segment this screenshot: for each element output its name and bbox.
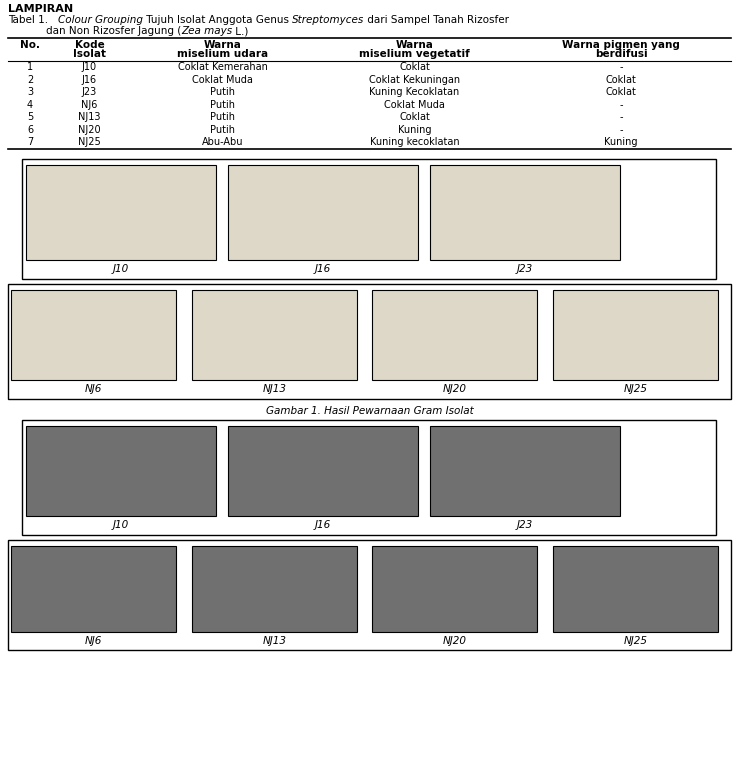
Text: -: - [619,112,623,122]
Text: Coklat Kekuningan: Coklat Kekuningan [369,75,460,84]
Text: Kuning: Kuning [398,125,432,135]
Bar [192,546,357,632]
Text: J10: J10 [113,519,129,529]
Text: NJ6: NJ6 [85,635,102,646]
Bar [228,165,418,259]
Text: J10: J10 [82,62,97,72]
Text: Kuning kecoklatan: Kuning kecoklatan [370,137,460,147]
Text: Kuning Kecoklatan: Kuning Kecoklatan [370,87,460,98]
Text: No.: No. [20,40,40,50]
Text: -: - [619,125,623,135]
Text: Warna: Warna [203,40,242,50]
Bar [8,539,731,649]
Text: -: - [619,100,623,110]
Text: miselium vegetatif: miselium vegetatif [359,49,470,59]
Text: Abu-Abu: Abu-Abu [202,137,243,147]
Bar [372,289,537,379]
Text: Isolat: Isolat [73,49,106,59]
Bar [11,289,176,379]
Bar [22,420,716,535]
Text: NJ25: NJ25 [624,383,647,393]
Text: miselium udara: miselium udara [177,49,268,59]
Text: NJ6: NJ6 [81,100,98,110]
Bar [192,289,357,379]
Text: Zea mays: Zea mays [181,26,232,36]
Text: J10: J10 [113,263,129,273]
Bar [26,165,216,259]
Text: NJ13: NJ13 [262,383,287,393]
Bar [372,546,537,632]
Text: 3: 3 [27,87,33,98]
Text: Coklat Kemerahan: Coklat Kemerahan [177,62,268,72]
Text: Tabel 1.: Tabel 1. [8,15,58,25]
Text: NJ6: NJ6 [85,383,102,393]
Bar [430,165,620,259]
Text: Kuning: Kuning [605,137,638,147]
Text: Coklat: Coklat [399,62,430,72]
Bar [22,159,716,279]
Text: 6: 6 [27,125,33,135]
Text: NJ13: NJ13 [78,112,101,122]
Text: Coklat: Coklat [399,112,430,122]
Text: berdifusi: berdifusi [595,49,647,59]
Text: NJ20: NJ20 [443,635,466,646]
Bar [26,426,216,515]
Text: J16: J16 [315,519,331,529]
Bar [11,546,176,632]
Text: dan Non Rizosfer Jagung (: dan Non Rizosfer Jagung ( [46,26,181,36]
Text: Coklat Muda: Coklat Muda [384,100,445,110]
Bar [228,426,418,515]
Text: dari Sampel Tanah Rizosfer: dari Sampel Tanah Rizosfer [364,15,509,25]
Text: Tujuh Isolat Anggota Genus: Tujuh Isolat Anggota Genus [143,15,292,25]
Text: NJ13: NJ13 [262,635,287,646]
Bar [8,283,731,399]
Text: Putih: Putih [210,87,235,98]
Text: Putih: Putih [210,112,235,122]
Text: NJ25: NJ25 [78,137,101,147]
Text: Warna pigmen yang: Warna pigmen yang [562,40,680,50]
Text: Gambar 1. Hasil Pewarnaan Gram Isolat: Gambar 1. Hasil Pewarnaan Gram Isolat [265,406,474,416]
Bar [553,289,718,379]
Text: -: - [619,62,623,72]
Text: Streptomyces: Streptomyces [292,15,364,25]
Text: Coklat: Coklat [605,75,636,84]
Text: 1: 1 [27,62,33,72]
Text: LAMPIRAN: LAMPIRAN [8,4,73,14]
Bar [553,546,718,632]
Text: Putih: Putih [210,125,235,135]
Text: J23: J23 [517,519,533,529]
Text: Colour Grouping: Colour Grouping [58,15,143,25]
Text: J16: J16 [82,75,97,84]
Text: Coklat Muda: Coklat Muda [192,75,253,84]
Text: Warna: Warna [395,40,434,50]
Text: NJ20: NJ20 [443,383,466,393]
Text: J16: J16 [315,263,331,273]
Text: 7: 7 [27,137,33,147]
Text: 2: 2 [27,75,33,84]
Text: J23: J23 [82,87,97,98]
Text: 4: 4 [27,100,33,110]
Bar [430,426,620,515]
Text: NJ25: NJ25 [624,635,647,646]
Text: Putih: Putih [210,100,235,110]
Text: NJ20: NJ20 [78,125,101,135]
Text: J23: J23 [517,263,533,273]
Text: L.): L.) [232,26,249,36]
Text: Coklat: Coklat [605,87,636,98]
Text: 5: 5 [27,112,33,122]
Text: Kode: Kode [75,40,104,50]
